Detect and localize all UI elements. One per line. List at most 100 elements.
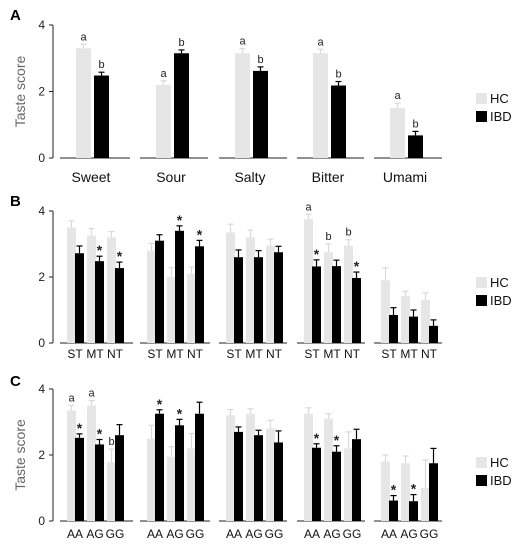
- ibd-bar: [253, 70, 268, 158]
- ibd-significance-mark: b: [412, 118, 418, 130]
- hc-significance-mark: b: [345, 227, 351, 239]
- x-category-label: MT: [323, 347, 341, 361]
- hc-bar: [167, 277, 176, 343]
- hc-bar: [67, 410, 76, 521]
- ibd-significance-mark: *: [177, 212, 183, 228]
- y-tick-label: 2: [38, 448, 45, 462]
- hc-significance-mark: a: [68, 393, 75, 405]
- hc-significance-mark: a: [317, 36, 324, 48]
- hc-significance-mark: b: [325, 231, 331, 243]
- hc-bar: [246, 413, 255, 521]
- x-category-label: ST: [147, 347, 163, 361]
- hc-bar: [87, 235, 96, 343]
- x-category-label: GG: [343, 527, 362, 541]
- legend-hc-label: HC: [490, 275, 509, 290]
- ibd-bar: [115, 268, 124, 343]
- hc-significance-mark: a: [80, 31, 87, 43]
- x-category-label: AG: [166, 527, 183, 541]
- x-category-label: MT: [86, 347, 104, 361]
- x-category-label: ST: [67, 347, 83, 361]
- legend-hc-label: HC: [490, 455, 509, 470]
- ibd-bar: [155, 413, 164, 521]
- hc-bar: [304, 413, 313, 521]
- legend-ibd-label: IBD: [490, 473, 512, 488]
- ibd-bar: [312, 266, 321, 343]
- hc-bar: [266, 245, 275, 343]
- hc-significance-mark: a: [305, 201, 312, 213]
- hc-bar: [401, 463, 410, 521]
- hc-bar: [147, 250, 156, 343]
- x-category-label: NT: [107, 347, 124, 361]
- hc-bar: [187, 273, 196, 343]
- ibd-bar: [115, 435, 124, 521]
- ibd-bar: [254, 257, 263, 343]
- x-category-label: GG: [420, 527, 439, 541]
- hc-bar: [381, 461, 390, 521]
- ibd-bar: [429, 463, 438, 521]
- panel-letter: B: [10, 193, 21, 210]
- y-tick-label: 2: [38, 85, 45, 99]
- panel-letter: A: [10, 7, 21, 24]
- x-category-label: ST: [226, 347, 242, 361]
- hc-bar: [226, 415, 235, 521]
- ibd-bar: [254, 435, 263, 521]
- hc-bar: [324, 252, 333, 343]
- ibd-significance-mark: b: [335, 69, 341, 81]
- legend-ibd-label: IBD: [490, 109, 512, 124]
- ibd-significance-mark: *: [77, 420, 83, 436]
- y-tick-label: 4: [38, 204, 45, 218]
- x-category-label: MT: [245, 347, 263, 361]
- hc-bar: [344, 245, 353, 343]
- x-category-label: GG: [106, 527, 125, 541]
- ibd-bar: [409, 316, 418, 343]
- y-tick-label: 2: [38, 270, 45, 284]
- ibd-significance-mark: *: [314, 430, 320, 446]
- hc-bar: [421, 488, 430, 521]
- ibd-bar: [352, 277, 361, 343]
- ibd-bar: [174, 53, 189, 159]
- y-tick-label: 0: [38, 151, 45, 165]
- hc-bar: [167, 456, 176, 521]
- hc-bar: [147, 438, 156, 521]
- x-category-label: AA: [67, 527, 83, 541]
- x-category-label: MT: [166, 347, 184, 361]
- ibd-significance-mark: *: [197, 226, 203, 242]
- ibd-significance-mark: *: [157, 396, 163, 412]
- x-category-label: GG: [265, 527, 284, 541]
- hc-bar: [187, 448, 196, 521]
- ibd-bar: [332, 266, 341, 343]
- hc-bar: [266, 428, 275, 521]
- ibd-significance-mark: *: [411, 481, 417, 497]
- x-category-label: NT: [266, 347, 283, 361]
- hc-bar: [87, 405, 96, 521]
- ibd-bar: [409, 501, 418, 521]
- hc-bar: [156, 84, 171, 158]
- x-category-label: Sweet: [72, 169, 111, 185]
- hc-bar: [67, 227, 76, 343]
- legend-hc-swatch: [476, 93, 487, 104]
- ibd-significance-mark: *: [334, 432, 340, 448]
- y-axis-label: Taste score: [12, 55, 28, 127]
- hc-significance-mark: a: [88, 388, 95, 400]
- ibd-significance-mark: b: [257, 54, 263, 66]
- hc-bar: [107, 462, 116, 521]
- x-category-label: AG: [86, 527, 103, 541]
- ibd-significance-mark: *: [391, 482, 397, 498]
- x-category-label: AA: [147, 527, 163, 541]
- ibd-significance-mark: b: [178, 37, 184, 49]
- legend-ibd-label: IBD: [490, 293, 512, 308]
- ibd-significance-mark: *: [177, 405, 183, 421]
- ibd-bar: [331, 85, 346, 158]
- hc-bar: [226, 232, 235, 343]
- hc-bar: [107, 237, 116, 343]
- ibd-bar: [195, 246, 204, 343]
- hc-bar: [381, 280, 390, 343]
- x-category-label: Umami: [383, 169, 427, 185]
- ibd-bar: [234, 431, 243, 521]
- ibd-bar: [408, 135, 423, 158]
- ibd-significance-mark: b: [98, 59, 104, 71]
- legend-hc-label: HC: [490, 91, 509, 106]
- legend-ibd-swatch: [476, 111, 487, 122]
- ibd-significance-mark: *: [97, 425, 103, 441]
